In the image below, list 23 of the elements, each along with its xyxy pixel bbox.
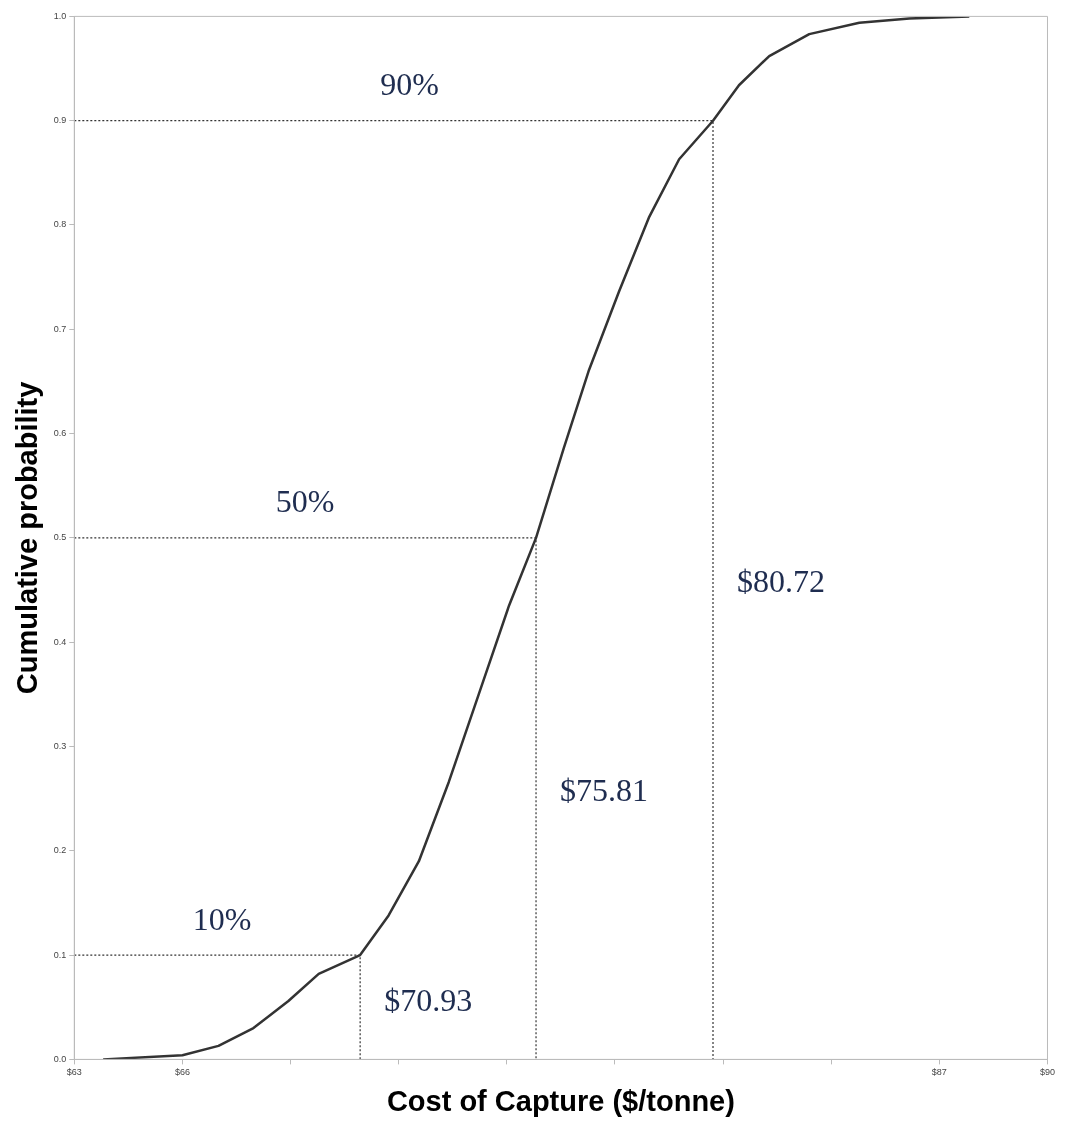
y-tick-label: 0.1 bbox=[53, 949, 67, 960]
annotation: 10% bbox=[192, 900, 252, 937]
x-axis-title: Cost of Capture ($/tonne) bbox=[386, 1084, 735, 1117]
y-tick-label: 0.8 bbox=[53, 219, 67, 230]
y-tick-label: 0.0 bbox=[53, 1053, 67, 1064]
annotation: 50% bbox=[275, 483, 335, 520]
y-tick-label: 0.2 bbox=[53, 845, 67, 856]
annotation: 90% bbox=[380, 66, 439, 103]
x-tick-label: $66 bbox=[174, 1067, 190, 1078]
annotation: $80.72 bbox=[737, 563, 826, 600]
annotation: $75.81 bbox=[560, 771, 649, 808]
y-tick-label: 0.9 bbox=[53, 115, 67, 126]
y-axis-title: Cumulative probability bbox=[11, 381, 44, 695]
x-tick-label: $87 bbox=[931, 1067, 947, 1078]
y-tick-label: 0.7 bbox=[53, 323, 67, 334]
y-tick-label: 0.3 bbox=[53, 740, 67, 751]
y-tick-label: 1.0 bbox=[53, 10, 67, 21]
y-tick-label: 0.6 bbox=[53, 428, 67, 439]
y-tick-label: 0.5 bbox=[53, 532, 67, 543]
x-tick-label: $63 bbox=[66, 1067, 82, 1078]
y-tick-label: 0.4 bbox=[53, 636, 67, 647]
x-tick-label: $90 bbox=[1039, 1067, 1056, 1078]
annotation: $70.93 bbox=[384, 982, 473, 1019]
